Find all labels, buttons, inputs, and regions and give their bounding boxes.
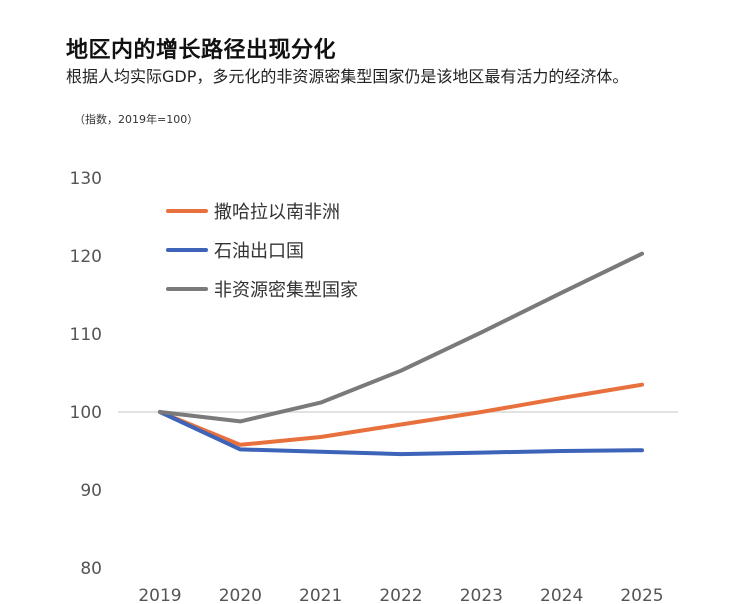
x-axis: 2019 2020 2021 2022 2023 2024 2025 [138,586,663,604]
chart-subtitle: 根据人均实际GDP，多元化的非资源密集型国家仍是该地区最有活力的经济体。 [66,67,629,86]
y-tick-label: 90 [80,481,102,501]
y-tick-label: 100 [70,403,102,423]
y-tick-label: 80 [80,559,102,579]
x-tick-label: 2021 [299,586,342,604]
series-line [158,251,644,424]
x-tick-label: 2019 [138,586,181,604]
x-tick-label: 2020 [219,586,262,604]
x-tick-label: 2023 [460,586,503,604]
series-lines [158,251,644,457]
chart-note: （指数，2019年=100） [74,113,199,126]
y-tick-label: 110 [70,325,102,345]
y-axis: 80 90 100 110 120 130 [70,169,102,579]
series-line [158,410,644,457]
x-tick-label: 2022 [379,586,422,604]
y-tick-label: 120 [70,247,102,267]
x-tick-label: 2025 [620,586,663,604]
y-tick-label: 130 [70,169,102,189]
series-line [158,382,644,447]
x-tick-label: 2024 [540,586,583,604]
chart-title: 地区内的增长路径出现分化 [66,38,337,63]
legend-label: 撒哈拉以南非洲 [214,202,340,223]
legend-label: 非资源密集型国家 [214,280,358,301]
legend-label: 石油出口国 [214,241,304,262]
